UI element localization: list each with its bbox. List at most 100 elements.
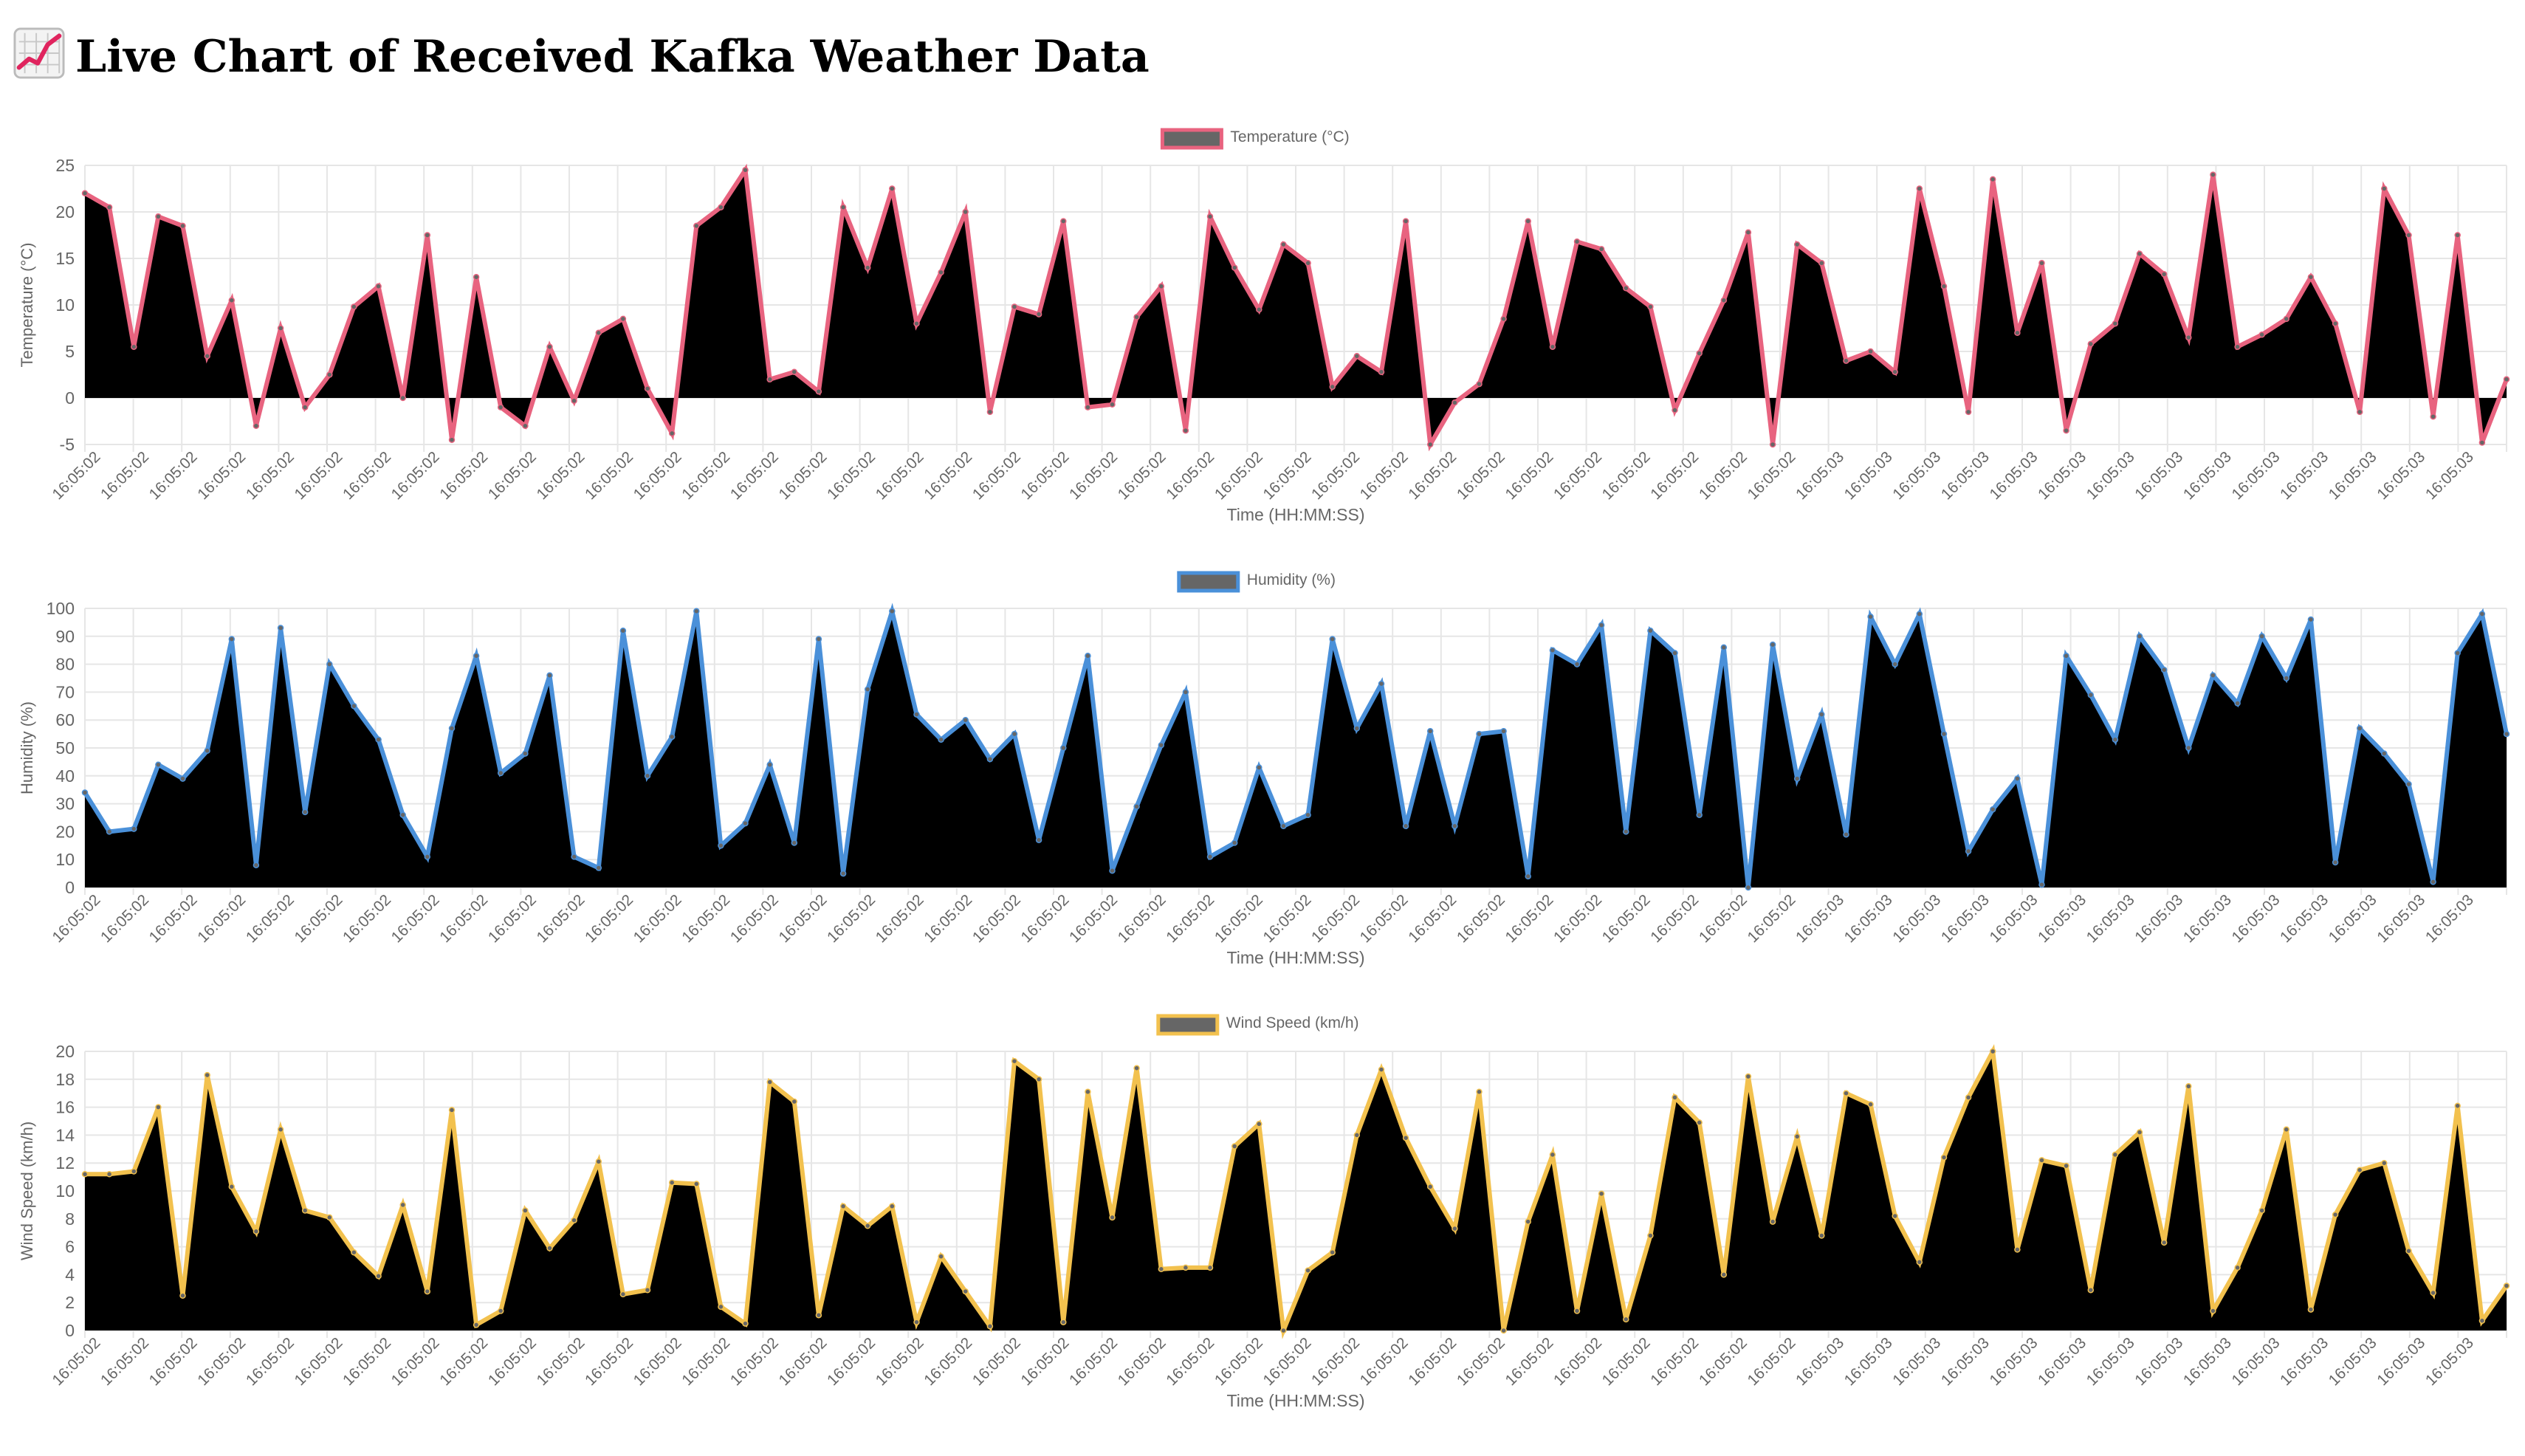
data-point[interactable] [204,353,210,360]
data-point[interactable] [595,329,602,337]
data-point[interactable] [1231,264,1238,271]
data-point[interactable] [1818,1232,1825,1239]
data-point[interactable] [1769,441,1776,448]
data-point[interactable] [1672,407,1678,413]
data-point[interactable] [1231,1143,1238,1150]
data-point[interactable] [2503,730,2510,738]
data-point[interactable] [2381,185,2388,192]
data-point[interactable] [839,1203,847,1210]
data-point[interactable] [913,711,920,718]
data-point[interactable] [1256,764,1262,771]
data-point[interactable] [815,388,822,395]
data-point[interactable] [644,1286,651,1294]
data-point[interactable] [2381,750,2388,757]
data-point[interactable] [1426,441,1434,448]
data-point[interactable] [2405,232,2412,238]
data-point[interactable] [668,1179,676,1186]
data-point[interactable] [1989,806,1996,813]
data-point[interactable] [424,854,431,860]
data-point[interactable] [1280,241,1287,248]
data-point[interactable] [1843,1090,1849,1096]
data-point[interactable] [1598,1190,1605,1198]
data-point[interactable] [1452,1225,1458,1232]
data-point[interactable] [1329,1249,1336,1256]
data-point[interactable] [204,1071,210,1079]
data-point[interactable] [2136,633,2143,640]
data-point[interactable] [2430,1289,2436,1297]
data-point[interactable] [2210,672,2216,679]
data-point[interactable] [1426,728,1434,735]
data-point[interactable] [1818,260,1825,267]
data-point[interactable] [1623,285,1629,292]
data-point[interactable] [2405,1248,2412,1254]
data-point[interactable] [791,368,798,375]
data-point[interactable] [1793,241,1801,248]
data-point[interactable] [1940,1154,1948,1161]
data-point[interactable] [1843,357,1849,364]
data-point[interactable] [2087,340,2095,348]
data-point[interactable] [839,870,847,877]
data-point[interactable] [351,303,357,310]
data-point[interactable] [938,269,944,276]
data-point[interactable] [1426,1184,1434,1190]
data-point[interactable] [2014,329,2021,337]
data-point[interactable] [693,608,700,615]
data-point[interactable] [2454,232,2461,238]
data-point[interactable] [326,661,333,667]
data-point[interactable] [962,208,969,216]
data-point[interactable] [1133,314,1140,320]
data-point[interactable] [326,371,333,378]
data-point[interactable] [693,1181,700,1187]
data-point[interactable] [2332,859,2339,866]
data-point[interactable] [2478,439,2486,446]
data-point[interactable] [1353,725,1361,732]
data-point[interactable] [2087,691,2095,698]
data-point[interactable] [1329,636,1336,642]
data-point[interactable] [1623,1316,1629,1323]
data-point[interactable] [1060,1319,1067,1325]
data-point[interactable] [1011,1057,1018,1065]
data-point[interactable] [718,842,724,849]
data-point[interactable] [1769,1218,1776,1225]
data-point[interactable] [2454,1102,2461,1109]
data-point[interactable] [2112,320,2119,327]
data-point[interactable] [522,750,529,757]
data-point[interactable] [1206,213,1214,220]
data-point[interactable] [497,1308,504,1314]
data-point[interactable] [2478,1317,2486,1325]
data-point[interactable] [179,775,186,782]
data-point[interactable] [131,1168,137,1175]
data-point[interactable] [791,1098,798,1105]
data-point[interactable] [1916,1259,1923,1266]
data-point[interactable] [1672,1094,1678,1101]
data-point[interactable] [1793,1133,1801,1140]
data-point[interactable] [131,343,137,350]
data-point[interactable] [2210,1308,2216,1314]
data-point[interactable] [81,1171,89,1178]
data-point[interactable] [1109,401,1116,408]
data-point[interactable] [81,190,89,197]
data-point[interactable] [2332,320,2339,327]
data-point[interactable] [962,716,969,724]
data-point[interactable] [2258,1207,2265,1214]
data-point[interactable] [1085,404,1091,411]
data-point[interactable] [277,1126,284,1133]
data-point[interactable] [1109,868,1116,874]
data-point[interactable] [546,1245,553,1251]
data-point[interactable] [1109,1214,1116,1221]
data-point[interactable] [1500,1327,1507,1334]
legend[interactable]: Wind Speed (km/h) [1156,1014,1359,1036]
data-point[interactable] [1696,350,1703,357]
data-point[interactable] [2356,725,2363,732]
data-point[interactable] [228,636,236,642]
data-point[interactable] [1329,383,1336,391]
data-point[interactable] [571,1217,577,1223]
data-point[interactable] [1500,728,1507,735]
data-point[interactable] [1940,283,1948,290]
data-point[interactable] [2258,633,2265,640]
data-point[interactable] [1035,837,1042,843]
data-point[interactable] [718,204,724,210]
data-point[interactable] [2430,879,2436,885]
data-point[interactable] [693,222,700,230]
data-point[interactable] [2307,1306,2315,1313]
